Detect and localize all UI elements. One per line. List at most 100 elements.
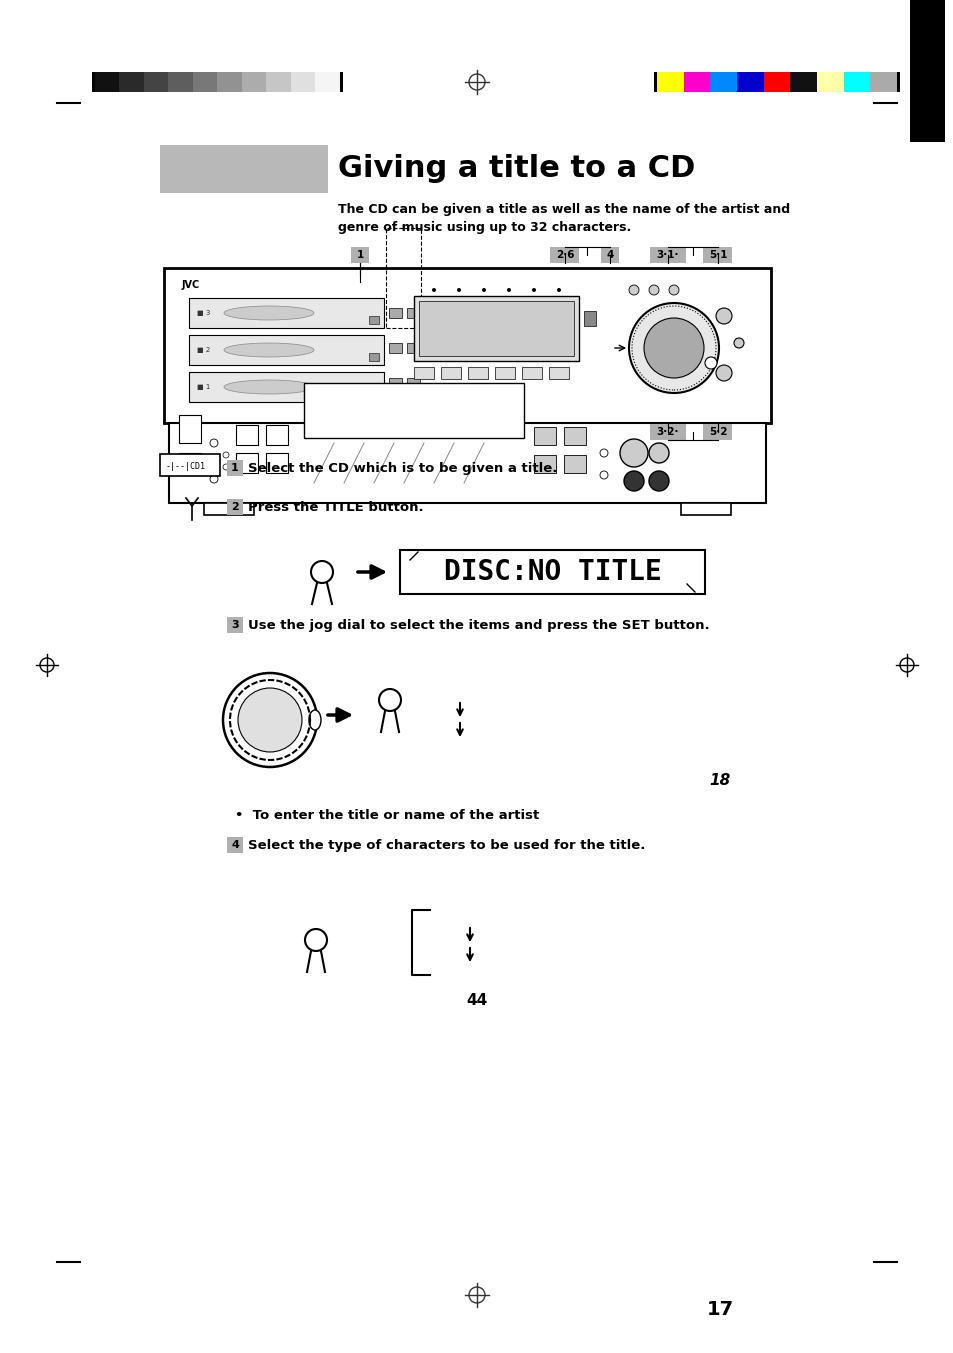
- Bar: [816, 72, 842, 92]
- Bar: [649, 248, 685, 262]
- Bar: [649, 423, 685, 440]
- Ellipse shape: [224, 380, 314, 394]
- Bar: [242, 72, 266, 92]
- Ellipse shape: [309, 710, 320, 731]
- Text: Select the type of characters to be used for the title.: Select the type of characters to be used…: [248, 839, 644, 851]
- Text: ■ 3: ■ 3: [196, 310, 211, 317]
- Bar: [418, 300, 574, 356]
- Text: 2·6: 2·6: [556, 250, 574, 260]
- Circle shape: [648, 285, 659, 295]
- Text: 5·2: 5·2: [708, 428, 726, 437]
- Bar: [386, 229, 420, 327]
- Circle shape: [599, 449, 607, 457]
- Ellipse shape: [224, 344, 314, 357]
- Text: 3·1·: 3·1·: [656, 250, 679, 260]
- Text: 44: 44: [466, 993, 487, 1008]
- Circle shape: [704, 357, 717, 369]
- Text: -|--|CD1: -|--|CD1: [166, 461, 206, 471]
- Text: 18: 18: [709, 773, 730, 787]
- Bar: [495, 367, 515, 379]
- Circle shape: [643, 318, 703, 377]
- Bar: [702, 248, 732, 262]
- Bar: [657, 72, 683, 92]
- Bar: [534, 428, 556, 445]
- Bar: [227, 838, 243, 852]
- Bar: [369, 317, 378, 323]
- Circle shape: [628, 303, 719, 392]
- Text: 1: 1: [231, 463, 238, 474]
- Circle shape: [716, 365, 731, 382]
- Bar: [227, 499, 243, 515]
- Bar: [789, 72, 816, 92]
- Text: Giving a title to a CD: Giving a title to a CD: [337, 153, 695, 183]
- Circle shape: [599, 471, 607, 479]
- Bar: [160, 145, 328, 193]
- Bar: [550, 248, 578, 262]
- Bar: [468, 367, 488, 379]
- Bar: [399, 551, 704, 594]
- Bar: [683, 72, 710, 92]
- Bar: [217, 72, 242, 92]
- Text: Select the CD which is to be given a title.: Select the CD which is to be given a tit…: [248, 461, 557, 475]
- Bar: [144, 72, 169, 92]
- Bar: [227, 617, 243, 633]
- Bar: [563, 428, 585, 445]
- Text: 5·1: 5·1: [708, 250, 726, 260]
- Bar: [189, 298, 384, 327]
- Bar: [189, 372, 384, 402]
- Bar: [160, 455, 220, 476]
- Bar: [235, 425, 257, 445]
- Bar: [909, 0, 944, 142]
- Bar: [119, 72, 144, 92]
- Circle shape: [210, 457, 218, 465]
- Bar: [266, 453, 288, 474]
- Text: DISC:NO TITLE: DISC:NO TITLE: [443, 557, 660, 586]
- Text: Press the TITLE button.: Press the TITLE button.: [248, 501, 423, 514]
- Bar: [179, 453, 201, 475]
- Circle shape: [532, 288, 536, 292]
- Bar: [369, 390, 378, 398]
- Circle shape: [210, 438, 218, 446]
- Bar: [702, 423, 732, 440]
- Circle shape: [237, 687, 302, 752]
- Bar: [521, 367, 541, 379]
- Bar: [351, 248, 369, 262]
- Circle shape: [648, 442, 668, 463]
- Bar: [534, 455, 556, 474]
- Bar: [291, 72, 315, 92]
- Bar: [169, 423, 765, 503]
- Text: 3·2·: 3·2·: [656, 428, 679, 437]
- Ellipse shape: [224, 306, 314, 321]
- Bar: [339, 72, 343, 92]
- Bar: [583, 311, 596, 326]
- Bar: [266, 72, 291, 92]
- Text: 17: 17: [706, 1300, 733, 1319]
- Text: 2: 2: [231, 502, 238, 511]
- Bar: [869, 72, 896, 92]
- Bar: [654, 72, 657, 92]
- Circle shape: [506, 288, 511, 292]
- Bar: [407, 377, 419, 388]
- Text: 4: 4: [606, 250, 613, 260]
- Bar: [389, 308, 401, 318]
- Text: ■ 2: ■ 2: [196, 346, 210, 353]
- Text: 3: 3: [231, 620, 238, 630]
- Text: •  To enter the title or name of the artist: • To enter the title or name of the arti…: [234, 809, 538, 821]
- Bar: [91, 72, 95, 92]
- Text: Use the jog dial to select the items and press the SET button.: Use the jog dial to select the items and…: [248, 618, 709, 632]
- Text: The CD can be given a title as well as the name of the artist and
genre of music: The CD can be given a title as well as t…: [337, 203, 789, 234]
- Bar: [407, 344, 419, 353]
- Bar: [189, 336, 384, 365]
- Bar: [407, 308, 419, 318]
- Text: JVC: JVC: [182, 280, 200, 290]
- Text: 1: 1: [356, 250, 363, 260]
- Bar: [95, 72, 119, 92]
- Circle shape: [648, 471, 668, 491]
- Bar: [842, 72, 869, 92]
- Text: ■ 1: ■ 1: [196, 384, 211, 390]
- Bar: [169, 72, 193, 92]
- Text: 4: 4: [231, 840, 238, 850]
- Circle shape: [557, 288, 560, 292]
- Bar: [548, 367, 568, 379]
- Circle shape: [733, 338, 743, 348]
